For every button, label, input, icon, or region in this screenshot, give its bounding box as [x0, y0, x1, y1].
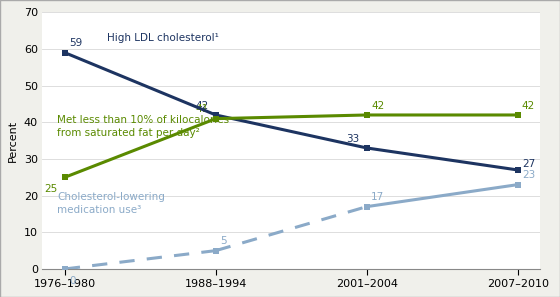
- Text: High LDL cholesterol¹: High LDL cholesterol¹: [107, 33, 219, 43]
- Text: Cholesterol-lowering
medication use³: Cholesterol-lowering medication use³: [57, 192, 165, 215]
- Text: 42: 42: [371, 101, 384, 111]
- Text: Met less than 10% of kilocalories
from saturated fat per day²: Met less than 10% of kilocalories from s…: [57, 115, 229, 138]
- Text: 23: 23: [522, 170, 535, 181]
- Text: 33: 33: [347, 134, 360, 144]
- Text: 41: 41: [195, 105, 209, 114]
- Text: 25: 25: [45, 184, 58, 194]
- Text: 59: 59: [69, 39, 82, 48]
- Text: 0: 0: [69, 276, 76, 286]
- Text: 27: 27: [522, 159, 535, 169]
- Text: 5: 5: [220, 236, 227, 247]
- Text: 42: 42: [522, 101, 535, 111]
- Text: 17: 17: [371, 192, 384, 203]
- Y-axis label: Percent: Percent: [8, 120, 18, 162]
- Text: 42: 42: [195, 101, 209, 111]
